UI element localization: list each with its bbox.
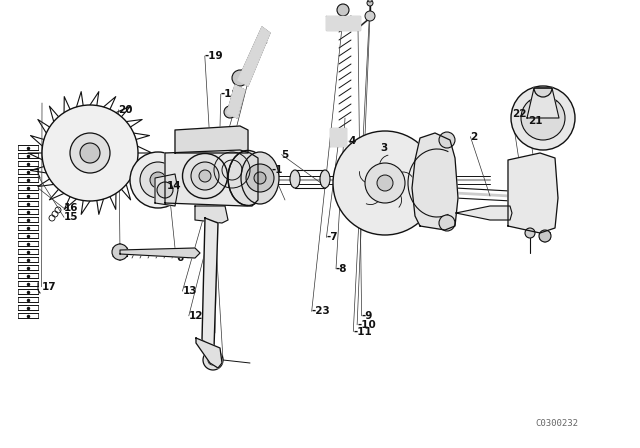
Ellipse shape — [191, 162, 219, 190]
Polygon shape — [165, 150, 258, 206]
Text: -18: -18 — [221, 89, 239, 99]
Polygon shape — [202, 218, 218, 348]
Text: 14: 14 — [166, 181, 181, 191]
Circle shape — [80, 143, 100, 163]
Circle shape — [246, 164, 274, 192]
Ellipse shape — [199, 170, 211, 182]
Text: 21: 21 — [528, 116, 543, 126]
Polygon shape — [508, 153, 558, 233]
Text: -19: -19 — [205, 51, 223, 61]
Text: -1: -1 — [272, 165, 284, 175]
Text: -11: -11 — [353, 327, 372, 336]
Circle shape — [539, 230, 551, 242]
Text: 3: 3 — [381, 143, 388, 153]
Text: -7: -7 — [326, 233, 338, 242]
Circle shape — [521, 96, 565, 140]
Circle shape — [367, 0, 373, 6]
Circle shape — [140, 162, 176, 198]
Text: 6: 6 — [176, 253, 183, 263]
Circle shape — [439, 215, 455, 231]
Polygon shape — [120, 248, 200, 258]
Circle shape — [365, 163, 405, 203]
Wedge shape — [530, 96, 556, 110]
Circle shape — [130, 152, 186, 208]
Polygon shape — [527, 88, 559, 118]
Circle shape — [439, 132, 455, 148]
Ellipse shape — [320, 170, 330, 188]
Circle shape — [157, 182, 173, 198]
Text: 22: 22 — [512, 109, 527, 119]
Polygon shape — [412, 133, 458, 230]
Circle shape — [208, 355, 218, 365]
Text: 13: 13 — [182, 286, 197, 296]
Text: 12: 12 — [189, 311, 204, 321]
Ellipse shape — [182, 154, 227, 198]
Ellipse shape — [228, 151, 268, 206]
Text: 15: 15 — [64, 212, 79, 222]
Text: 17: 17 — [42, 282, 56, 292]
Polygon shape — [175, 126, 248, 153]
Text: -10: -10 — [357, 320, 376, 330]
Polygon shape — [456, 206, 512, 220]
Polygon shape — [227, 85, 245, 118]
Circle shape — [112, 244, 128, 260]
Circle shape — [525, 228, 535, 238]
Circle shape — [368, 0, 372, 2]
Circle shape — [511, 86, 575, 150]
Ellipse shape — [241, 152, 279, 204]
Circle shape — [70, 133, 110, 173]
Circle shape — [333, 131, 437, 235]
Polygon shape — [155, 174, 178, 206]
Circle shape — [150, 172, 166, 188]
Text: 20: 20 — [118, 105, 133, 115]
Polygon shape — [326, 16, 360, 30]
Text: -8: -8 — [336, 264, 348, 274]
Ellipse shape — [290, 170, 300, 188]
Polygon shape — [330, 128, 346, 146]
Polygon shape — [196, 338, 222, 368]
Polygon shape — [195, 206, 228, 223]
Text: -23: -23 — [312, 306, 330, 316]
Circle shape — [377, 175, 393, 191]
Text: 4: 4 — [349, 136, 356, 146]
Circle shape — [232, 70, 248, 86]
Text: 5: 5 — [282, 150, 289, 159]
Circle shape — [365, 11, 375, 21]
Text: 16: 16 — [64, 203, 79, 213]
Circle shape — [203, 350, 223, 370]
Polygon shape — [238, 27, 270, 86]
Text: C0300232: C0300232 — [535, 418, 578, 427]
Text: 2: 2 — [470, 132, 477, 142]
Circle shape — [337, 4, 349, 16]
Circle shape — [224, 106, 236, 118]
Wedge shape — [534, 88, 552, 97]
Circle shape — [254, 172, 266, 184]
Circle shape — [42, 105, 138, 201]
Text: -9: -9 — [362, 311, 373, 321]
